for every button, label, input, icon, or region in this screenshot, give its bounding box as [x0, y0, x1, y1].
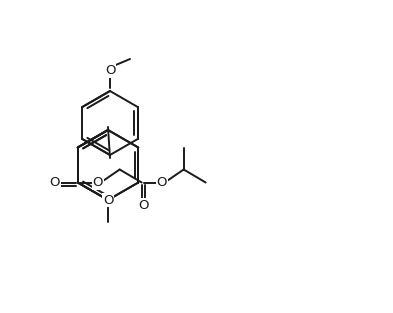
- Text: O: O: [105, 64, 115, 78]
- Text: O: O: [103, 193, 113, 207]
- Text: O: O: [50, 176, 60, 189]
- Text: O: O: [138, 199, 149, 212]
- Text: O: O: [156, 176, 167, 189]
- Text: O: O: [92, 176, 103, 189]
